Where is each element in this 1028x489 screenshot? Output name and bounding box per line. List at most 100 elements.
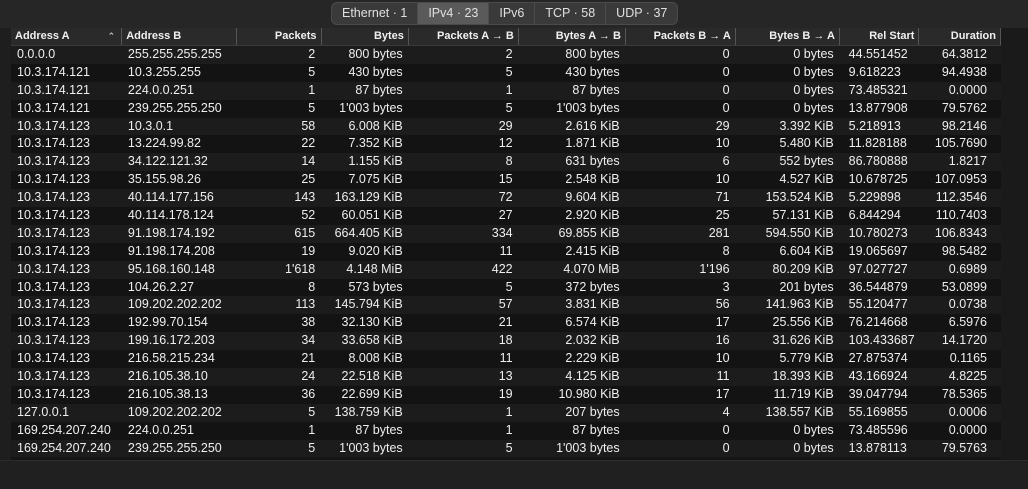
table-row[interactable]: 10.3.174.121 224.0.0.251 1 87 bytes 1 87 byte…: [11, 81, 1001, 100]
tab-udp[interactable]: UDP · 37: [616, 6, 668, 20]
table-row[interactable]: 169.254.207.240 224.0.0.251 1 87 bytes 1 87 b…: [11, 421, 1001, 440]
table-row[interactable]: 0.0.0.0 255.255.255.255 2 800 bytes 2 800 byt…: [11, 46, 1001, 64]
table-row[interactable]: 10.3.174.123 35.155.98.26 25 7.075 KiB 15 2.5…: [11, 171, 1001, 190]
table-row[interactable]: 10.3.174.123 13.224.99.82 22 7.352 KiB 12 1.8…: [11, 135, 1001, 154]
cell-address-a: 10.3.174.123: [17, 136, 90, 151]
cell-packets-b-to-a: 0: [722, 100, 730, 115]
cell-packets-b-to-a: 1'196: [699, 261, 730, 276]
column-header-duration[interactable]: Duration: [919, 28, 1001, 45]
cell-rel-start: 10.780273: [848, 225, 908, 240]
cell-bytes-a-to-b: 1'003 bytes: [556, 100, 620, 115]
cell-packets: 38: [301, 315, 316, 330]
cell-packets-a-to-b: 5: [505, 440, 513, 455]
cell-address-a: 10.3.174.123: [17, 369, 90, 384]
cell-packets: 5: [308, 404, 316, 419]
column-header-packets-a-to-b[interactable]: Packets A → B: [409, 28, 519, 45]
table-row[interactable]: 10.3.174.123 91.198.174.192 615 664.405 KiB…: [11, 224, 1001, 243]
cell-bytes-a-to-b: 9.604 KiB: [565, 190, 620, 205]
cell-address-b: 239.255.255.250: [127, 440, 222, 455]
cell-address-b: 10.3.0.1: [127, 118, 174, 133]
tab-ipv4[interactable]: IPv4 · 23: [418, 3, 490, 24]
cell-bytes-a-to-b: 631 bytes: [565, 154, 620, 169]
table-row[interactable]: 10.3.174.123 216.58.215.234 21 8.008 KiB 11 2…: [11, 350, 1001, 369]
cell-address-b: 199.16.172.203: [127, 333, 215, 348]
cell-address-a: 10.3.174.123: [17, 297, 90, 312]
column-header-packets[interactable]: Packets: [237, 28, 322, 45]
cell-bytes: 1'003 bytes: [339, 100, 403, 115]
cell-packets-a-to-b: 5: [505, 279, 513, 294]
table-row[interactable]: 169.254.207.240 239.255.255.250 5 1'003 byt…: [11, 439, 1001, 458]
column-header-rel-start[interactable]: Rel Start: [840, 28, 920, 45]
cell-duration: 53.0899: [941, 279, 988, 294]
cell-packets-b-to-a: 10: [715, 172, 730, 187]
cell-duration: 0.1165: [949, 351, 988, 366]
table-row[interactable]: 10.3.174.123 10.3.0.1 58 6.008 KiB 29 2.616 K…: [11, 117, 1001, 136]
table-row[interactable]: 127.0.0.1 109.202.202.202 5 138.759 KiB 1 207…: [11, 403, 1001, 422]
cell-packets: 5: [308, 440, 316, 455]
tab-ethernet[interactable]: Ethernet · 1: [332, 3, 419, 24]
cell-bytes: 8.008 KiB: [348, 351, 403, 366]
cell-rel-start: 5.218913: [848, 118, 901, 133]
cell-packets-b-to-a: 10: [715, 351, 730, 366]
bottom-bar: [0, 460, 1028, 489]
cell-bytes: 7.352 KiB: [348, 136, 403, 151]
cell-duration: 64.3812: [941, 47, 988, 61]
cell-bytes-b-to-a: 594.550 KiB: [765, 225, 834, 240]
cell-rel-start: 5.229898: [848, 190, 901, 205]
cell-packets-a-to-b: 8: [505, 154, 513, 169]
cell-bytes-b-to-a: 18.393 KiB: [772, 369, 834, 384]
cell-duration: 1.8217: [948, 154, 988, 169]
cell-address-a: 10.3.174.121: [17, 82, 90, 97]
table-row[interactable]: 10.3.174.123 199.16.172.203 34 33.658 KiB 18…: [11, 332, 1001, 351]
cell-duration: 0.6989: [948, 261, 988, 276]
column-header-packets-b-to-a[interactable]: Packets B → A: [626, 28, 736, 45]
tab-ipv6[interactable]: IPv6: [489, 3, 536, 24]
column-header-bytes[interactable]: Bytes: [322, 28, 409, 45]
cell-rel-start: 55.120477: [848, 297, 908, 312]
column-header-label: Bytes: [373, 30, 404, 42]
cell-bytes-b-to-a: 0 bytes: [793, 47, 834, 61]
cell-address-a: 10.3.174.123: [17, 261, 90, 276]
cell-duration: 112.3546: [935, 190, 988, 205]
cell-address-b: 13.224.99.82: [127, 136, 201, 151]
cell-duration: 98.2146: [941, 118, 988, 133]
column-header-bytes-b-to-a[interactable]: Bytes B → A: [736, 28, 840, 45]
cell-duration: 110.7403: [935, 208, 988, 223]
cell-duration: 0.0738: [948, 297, 988, 312]
table-row[interactable]: 10.3.174.123 95.168.160.148 1'618 4.148 MiB…: [11, 260, 1001, 279]
cell-packets-a-to-b: 1: [505, 404, 513, 419]
tab-tcp[interactable]: TCP · 58: [535, 3, 607, 24]
cell-duration: 79.5763: [941, 440, 988, 455]
cell-bytes: 430 bytes: [348, 64, 403, 79]
table-row[interactable]: 10.3.174.123 216.105.38.13 36 22.699 KiB 19 1…: [11, 385, 1001, 404]
table-row[interactable]: 10.3.174.123 216.105.38.10 24 22.518 KiB 13 4…: [11, 368, 1001, 386]
cell-packets-b-to-a: 4: [722, 404, 730, 419]
column-header-bytes-a-to-b[interactable]: Bytes A → B: [519, 28, 626, 45]
table-row[interactable]: 10.3.174.123 109.202.202.202 113 145.794 Ki…: [11, 296, 1001, 315]
table-row[interactable]: 10.3.174.123 40.114.178.124 52 60.051 KiB 27…: [11, 207, 1001, 225]
cell-packets: 8: [308, 279, 316, 294]
cell-bytes-a-to-b: 6.574 KiB: [565, 315, 620, 330]
table-row[interactable]: 10.3.174.123 91.198.174.208 19 9.020 KiB 11 2…: [11, 242, 1001, 261]
table-row[interactable]: 10.3.174.123 40.114.177.156 143 163.129 KiB…: [11, 189, 1001, 208]
column-header-address-b[interactable]: Address B: [122, 28, 238, 45]
table-row[interactable]: 10.3.174.123 34.122.121.32 14 1.155 KiB 8 631…: [11, 153, 1001, 172]
cell-bytes: 6.008 KiB: [348, 118, 403, 133]
cell-address-b: 192.99.70.154: [127, 315, 208, 330]
cell-packets: 52: [301, 208, 316, 223]
cell-address-a: 10.3.174.123: [17, 279, 90, 294]
cell-address-a: 10.3.174.121: [17, 100, 90, 115]
table-row[interactable]: 10.3.174.121 239.255.255.250 5 1'003 bytes 5…: [11, 99, 1001, 118]
cell-address-a: 10.3.174.123: [17, 315, 90, 330]
cell-address-a: 127.0.0.1: [17, 404, 70, 419]
cell-bytes: 145.794 KiB: [334, 297, 403, 312]
cell-bytes-a-to-b: 800 bytes: [565, 47, 620, 61]
column-header-address-a[interactable]: Address A ⌃: [11, 28, 123, 45]
table-row[interactable]: 10.3.174.123 192.99.70.154 38 32.130 KiB 21 6…: [11, 314, 1001, 333]
table-row[interactable]: 10.3.174.123 104.26.2.27 8 573 bytes 5 372 by…: [11, 278, 1001, 297]
cell-address-a: 0.0.0.0: [17, 47, 56, 61]
table-row[interactable]: 10.3.174.121 10.3.255.255 5 430 bytes 5 430 b…: [11, 63, 1001, 82]
cell-address-a: 10.3.174.123: [17, 118, 90, 133]
cell-address-b: 91.198.174.208: [127, 243, 215, 258]
column-header-label: Address A: [15, 30, 70, 42]
